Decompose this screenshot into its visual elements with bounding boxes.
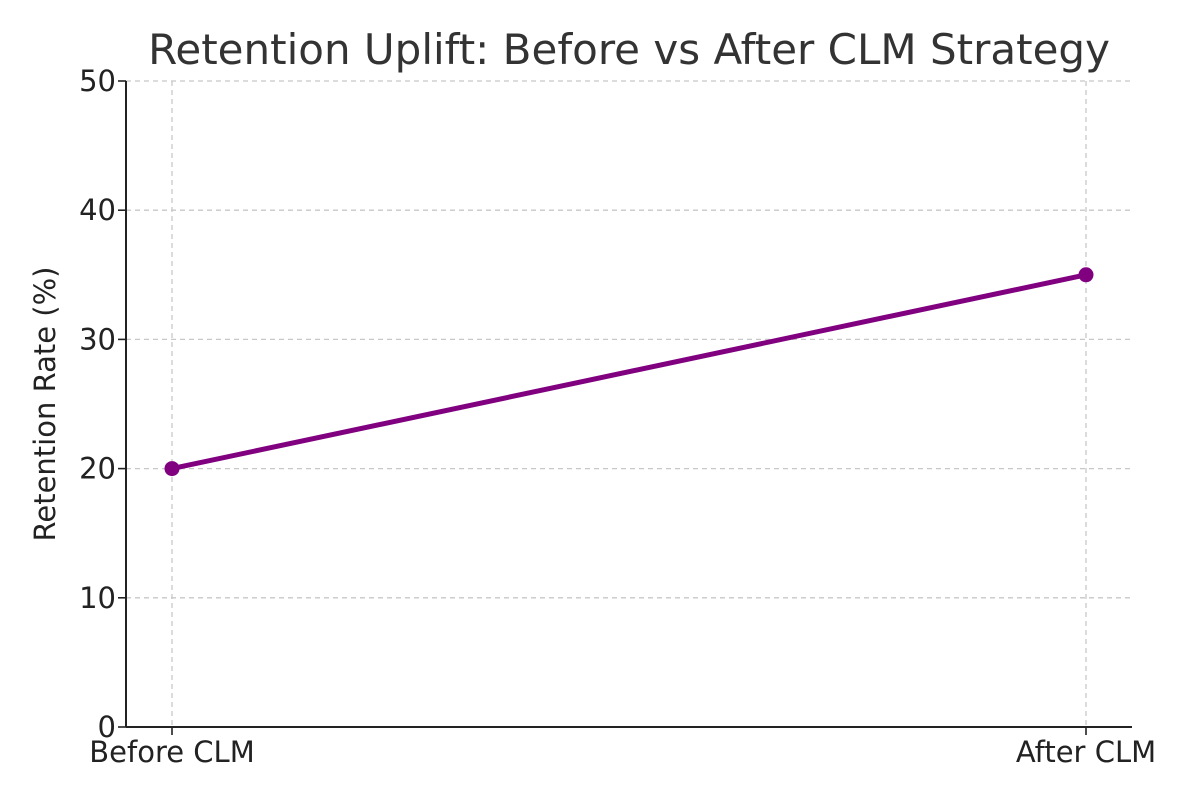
series-line-0 (169, 272, 1089, 472)
y-tick-label-2: 20 (79, 452, 116, 486)
series (164, 267, 1094, 477)
y-tick-label-4: 40 (79, 193, 116, 227)
data-point-0-1 (1078, 267, 1094, 283)
y-tick-label-0: 0 (98, 710, 116, 744)
grid (126, 80, 1132, 727)
y-tick-label-3: 30 (79, 322, 116, 356)
y-axis-label: Retention Rate (%) (28, 267, 62, 542)
chart-title: Retention Uplift: Before vs After CLM St… (148, 25, 1110, 74)
y-tick-label-1: 10 (79, 581, 116, 615)
axes (125, 81, 1132, 728)
x-tick-label-0: Before CLM (89, 735, 254, 769)
data-point-0-0 (164, 461, 180, 477)
x-tick-label-1: After CLM (1016, 735, 1156, 769)
ticks: 0 10 20 30 40 50 Before CLM After CLM (79, 64, 1156, 769)
y-tick-label-5: 50 (79, 64, 116, 98)
